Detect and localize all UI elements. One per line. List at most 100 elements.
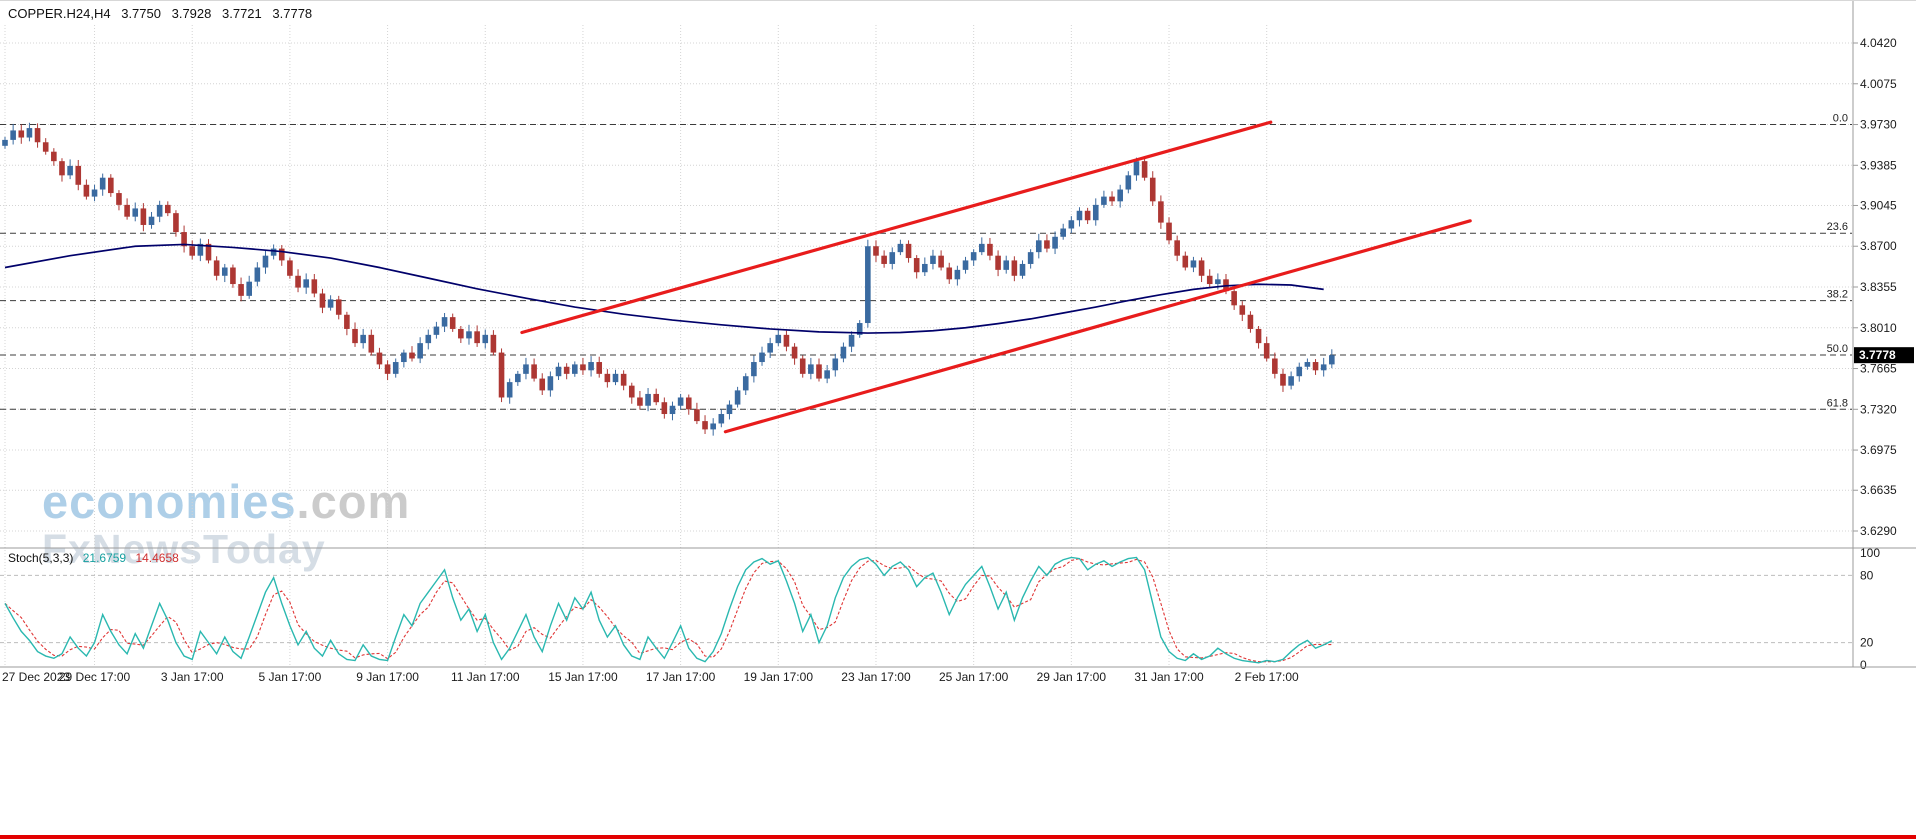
date-label: 29 Dec 17:00 xyxy=(59,670,131,684)
candle-body xyxy=(384,364,391,374)
date-label: 29 Jan 17:00 xyxy=(1037,670,1107,684)
date-label: 23 Jan 17:00 xyxy=(841,670,911,684)
candle-body xyxy=(1206,275,1213,285)
stoch-k-line xyxy=(4,556,1333,664)
candle-body xyxy=(1272,358,1278,374)
stochastic-indicator-label: Stoch(5,3,3) 21.6759 14.4658 xyxy=(8,551,185,565)
candle-body xyxy=(270,248,277,256)
candle-body xyxy=(376,352,383,365)
stochastic-name: Stoch(5,3,3) xyxy=(8,551,74,565)
candle-body xyxy=(1329,355,1335,365)
candle-body xyxy=(335,299,342,315)
candle-body xyxy=(987,243,993,256)
candle-body xyxy=(922,263,928,273)
candle-body xyxy=(221,267,228,276)
candle-body xyxy=(856,323,863,335)
stoch-axis-label: 20 xyxy=(1860,636,1874,650)
price-axis-label: 3.8355 xyxy=(1860,280,1897,294)
candle-body xyxy=(59,161,65,176)
candle-body xyxy=(287,260,293,276)
price-axis-label: 3.6635 xyxy=(1860,483,1897,497)
candle-body xyxy=(832,358,839,371)
date-label: 2 Feb 17:00 xyxy=(1235,670,1299,684)
candle-body xyxy=(572,364,578,374)
candle-body xyxy=(213,260,220,276)
candle-body xyxy=(409,352,415,359)
stochastic-k-value: 21.6759 xyxy=(82,551,127,565)
moving-average-line xyxy=(4,243,1324,334)
candle-body xyxy=(726,404,733,415)
candle-body xyxy=(26,128,33,138)
bar-high-value: 3.7928 xyxy=(171,6,212,21)
candle-body xyxy=(751,362,757,377)
date-label: 9 Jan 17:00 xyxy=(356,670,419,684)
candle-body xyxy=(344,314,350,329)
candle-body xyxy=(262,255,269,268)
watermark: economies.com FxNewsToday xyxy=(42,477,410,571)
price-axis-label: 3.8010 xyxy=(1860,321,1897,335)
candle-body xyxy=(181,232,187,247)
candle-body xyxy=(1174,240,1180,256)
candle-body xyxy=(83,184,90,197)
candle-body xyxy=(1076,210,1083,221)
price-axis-surface[interactable] xyxy=(1853,1,1916,667)
candle-body xyxy=(612,373,619,383)
candle-body xyxy=(482,334,489,344)
candle-body xyxy=(1182,255,1189,268)
candle-body xyxy=(580,364,586,371)
price-axis-label: 3.9730 xyxy=(1860,118,1897,132)
candle-body xyxy=(653,393,659,403)
candle-body xyxy=(1125,175,1132,190)
stoch-axis-label: 100 xyxy=(1860,546,1880,560)
time-axis-surface[interactable] xyxy=(0,667,1916,691)
candle-body xyxy=(140,208,147,225)
channel-upper-line xyxy=(520,120,1273,335)
candle-body xyxy=(742,376,749,391)
stochastic-panel-surface[interactable] xyxy=(0,548,1852,667)
candle-body xyxy=(759,352,765,363)
candle-body xyxy=(1117,189,1123,202)
candle-body xyxy=(254,267,261,282)
candle-body xyxy=(319,293,326,308)
candle-body xyxy=(352,328,358,344)
candle-body xyxy=(18,130,25,138)
candle-body xyxy=(865,246,871,324)
price-axis-label: 3.7665 xyxy=(1860,362,1897,376)
date-label: 19 Jan 17:00 xyxy=(744,670,814,684)
candle-body xyxy=(954,269,961,280)
candle-body xyxy=(156,204,163,217)
candle-body xyxy=(1027,252,1034,264)
candle-body xyxy=(645,393,651,406)
candle-body xyxy=(1068,220,1075,229)
candle-body xyxy=(824,370,830,379)
candle-body xyxy=(392,362,399,374)
fib-level-label: 23.6 xyxy=(1827,221,1848,233)
candle-body xyxy=(148,216,155,225)
candle-body xyxy=(368,334,375,353)
candle-body xyxy=(116,193,122,205)
candle-body xyxy=(51,151,57,162)
candle-body xyxy=(67,165,73,176)
bottom-red-bar xyxy=(0,835,1916,839)
candle-body xyxy=(628,385,635,398)
candle-body xyxy=(913,258,920,273)
symbol-quote-line: COPPER.H24,H4 3.7750 3.7928 3.7721 3.777… xyxy=(8,6,319,21)
candle-body xyxy=(1109,196,1115,202)
candle-body xyxy=(995,255,1001,270)
candle-body xyxy=(539,378,546,391)
candle-body xyxy=(702,421,708,430)
candle-body xyxy=(2,139,8,146)
candle-body xyxy=(1198,260,1205,276)
candle-body xyxy=(970,252,977,261)
candle-body xyxy=(848,334,855,347)
bar-low-value: 3.7721 xyxy=(222,6,262,21)
candle-body xyxy=(889,252,896,264)
fib-level-label: 61.8 xyxy=(1827,397,1848,409)
main-chart-surface[interactable] xyxy=(0,25,1852,548)
price-axis-label: 4.0420 xyxy=(1860,36,1897,50)
candle-body xyxy=(962,260,969,270)
candle-body xyxy=(523,364,529,374)
candle-body xyxy=(808,364,814,374)
date-label: 15 Jan 17:00 xyxy=(548,670,618,684)
candle-body xyxy=(661,402,668,415)
